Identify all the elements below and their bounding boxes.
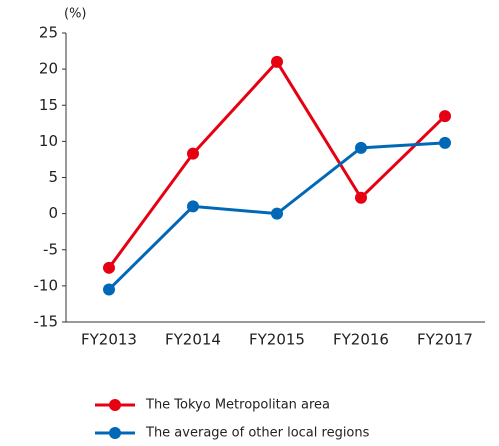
legend-label: The average of other local regions	[145, 426, 370, 441]
legend-marker	[109, 399, 121, 411]
y-tick-label: 15	[39, 96, 58, 114]
series-line	[107, 59, 447, 269]
legend-marker	[109, 427, 121, 439]
point	[103, 283, 115, 296]
point	[439, 110, 451, 123]
point	[355, 191, 367, 204]
point	[439, 136, 451, 149]
y-axis-label: (%)	[64, 7, 87, 22]
y-tick-label: 0	[48, 204, 58, 222]
point	[103, 261, 115, 274]
point	[271, 55, 283, 68]
point	[187, 147, 199, 160]
x-tick-label: FY2015	[249, 331, 305, 349]
x-tick-label: FY2014	[165, 331, 221, 349]
point	[355, 141, 367, 154]
y-tick-label: -5	[43, 240, 58, 258]
x-tick-label: FY2016	[333, 331, 389, 349]
point	[271, 207, 283, 220]
y-tick-label: 20	[39, 60, 58, 78]
y-tick-label: -15	[34, 313, 59, 331]
point	[187, 200, 199, 213]
y-tick-label: 10	[39, 132, 58, 150]
x-tick-label: FY2013	[81, 331, 137, 349]
y-tick-label: -10	[34, 276, 59, 294]
y-tick-label: 5	[48, 168, 58, 186]
legend-label: The Tokyo Metropolitan area	[145, 398, 330, 413]
x-tick-label: FY2017	[417, 331, 473, 349]
y-tick-label: 25	[39, 24, 58, 42]
